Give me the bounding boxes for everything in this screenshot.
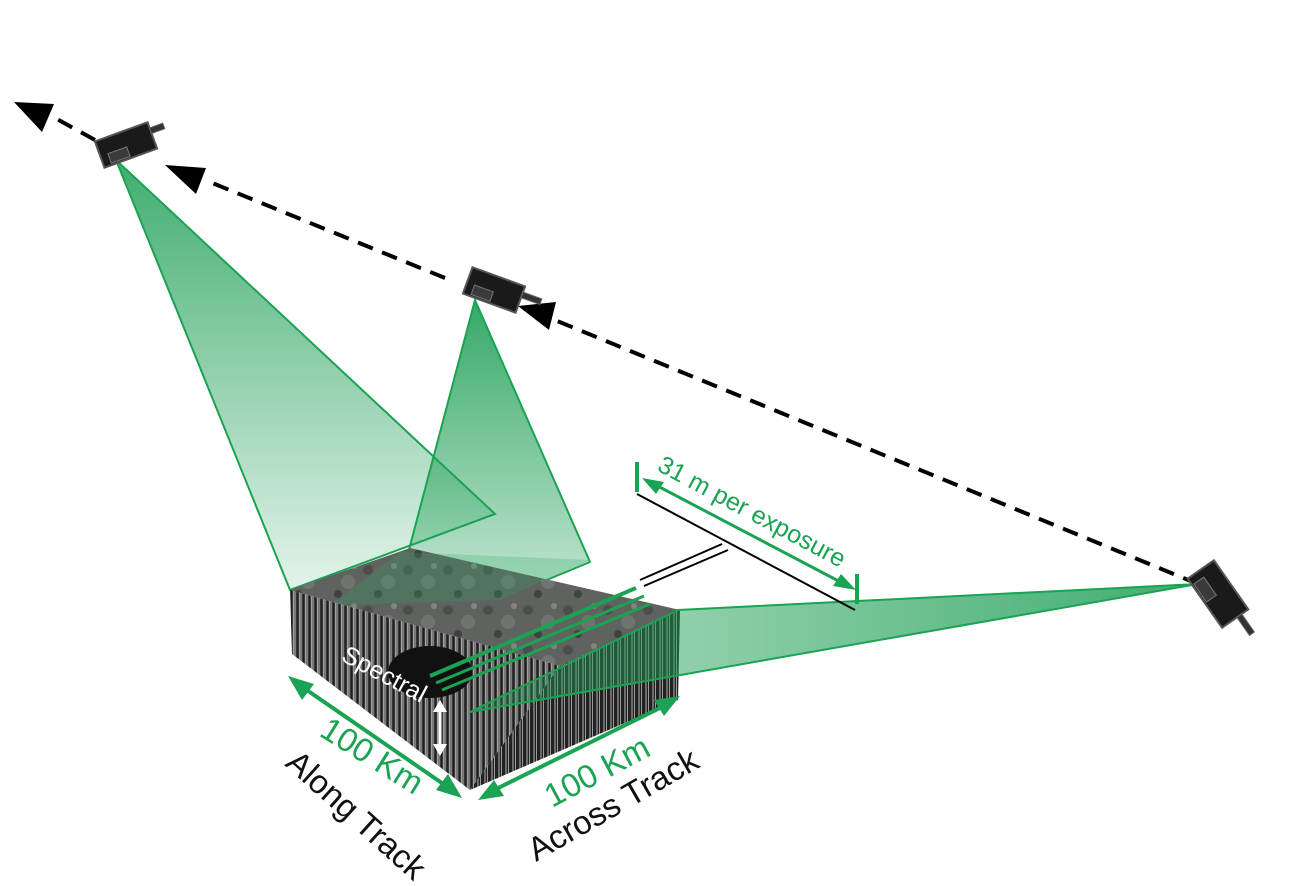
across-track-dimension	[478, 696, 680, 800]
arrow-head-icon	[518, 302, 556, 330]
orbit-dash-2	[204, 178, 446, 280]
exposure-bracket-line	[636, 493, 856, 611]
field-of-view-cone-right	[469, 583, 1199, 713]
arrow-head-icon	[165, 165, 206, 194]
along-track-dimension	[288, 676, 462, 798]
arrow-head-icon	[642, 478, 664, 494]
orbit-dash-3	[54, 116, 96, 142]
arrow-head-icon	[14, 102, 54, 132]
orbit-track	[14, 102, 1199, 586]
exposure-callout: 31 m per exposure	[635, 451, 859, 611]
scan-line-3	[441, 602, 651, 692]
exposure-leader-line-1	[639, 543, 723, 581]
exposure-leader-line-2	[643, 549, 729, 587]
orbit-dash-1	[544, 314, 1199, 586]
satellite-icon	[1186, 558, 1256, 637]
arrow-head-icon	[654, 696, 680, 716]
arrow-head-icon	[436, 774, 462, 798]
arrow-head-icon	[478, 780, 504, 800]
cube-top-green-tint	[330, 552, 590, 605]
scan-line-1	[429, 586, 637, 678]
satellite-icon	[93, 120, 166, 170]
arrow-head-icon	[833, 574, 856, 590]
hyperspectral-cube-icon	[290, 548, 680, 790]
exposure-arrow-shaft	[649, 480, 849, 588]
cube-top-face	[290, 548, 680, 666]
field-of-view-cone-left	[115, 159, 497, 592]
scan-line-2	[435, 594, 645, 685]
satellite-icon	[461, 265, 543, 315]
spectral-double-arrow-icon	[433, 700, 447, 756]
arrow-head-icon	[288, 676, 314, 700]
